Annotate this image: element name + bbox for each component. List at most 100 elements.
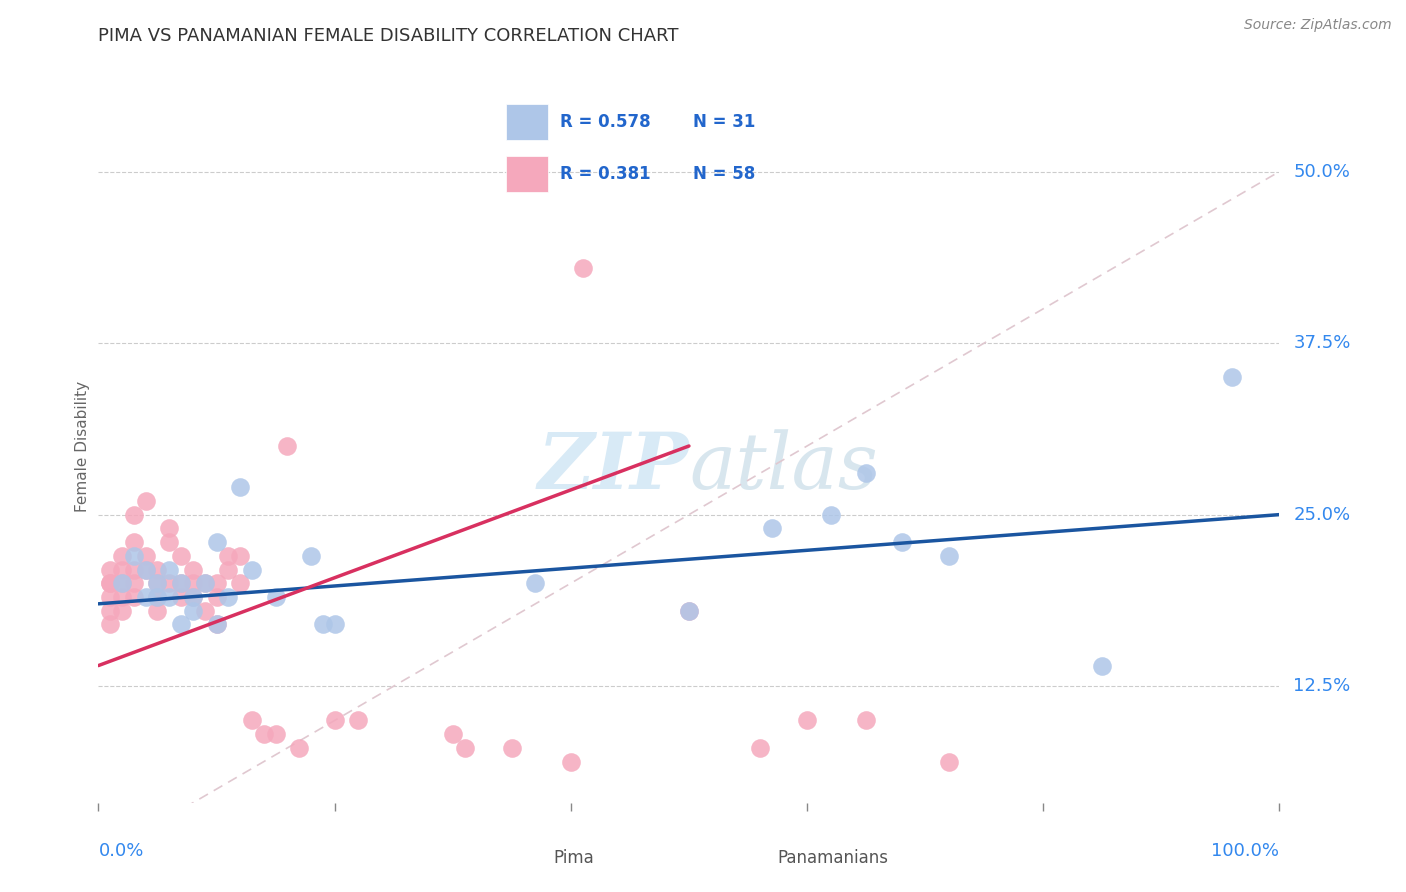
Point <box>122 576 145 591</box>
Point <box>217 549 239 563</box>
Point <box>157 521 180 535</box>
Point <box>98 562 121 576</box>
Point <box>170 617 193 632</box>
Point <box>323 617 346 632</box>
Point <box>347 714 370 728</box>
Point <box>111 576 134 591</box>
Text: Pima: Pima <box>553 849 593 867</box>
Point <box>453 740 475 755</box>
Point <box>135 562 157 576</box>
Point <box>938 755 960 769</box>
Point <box>122 535 145 549</box>
Point <box>98 576 121 591</box>
Point <box>205 535 228 549</box>
Point <box>264 590 287 604</box>
Point <box>229 480 252 494</box>
Point <box>181 590 204 604</box>
Point <box>796 714 818 728</box>
Point <box>181 590 204 604</box>
Point <box>146 604 169 618</box>
Point <box>170 576 193 591</box>
Point <box>146 562 169 576</box>
Point <box>312 617 335 632</box>
Point <box>276 439 298 453</box>
Point <box>146 590 169 604</box>
Point <box>122 562 145 576</box>
Point <box>761 521 783 535</box>
Text: 50.0%: 50.0% <box>1294 162 1350 180</box>
Point <box>146 590 169 604</box>
Point <box>890 535 912 549</box>
Point <box>205 590 228 604</box>
Point <box>135 549 157 563</box>
Point <box>170 590 193 604</box>
Point <box>157 590 180 604</box>
Point <box>441 727 464 741</box>
Point <box>111 549 134 563</box>
Text: atlas: atlas <box>689 429 877 506</box>
Point <box>820 508 842 522</box>
Point <box>571 260 593 275</box>
Text: 25.0%: 25.0% <box>1294 506 1351 524</box>
Point <box>205 576 228 591</box>
Point <box>240 562 263 576</box>
Point <box>217 562 239 576</box>
Point <box>122 508 145 522</box>
Point <box>855 714 877 728</box>
Point <box>205 617 228 632</box>
Point <box>111 576 134 591</box>
Point <box>264 727 287 741</box>
Point <box>98 576 121 591</box>
Text: 37.5%: 37.5% <box>1294 334 1351 352</box>
Point <box>181 562 204 576</box>
Point <box>938 549 960 563</box>
Point <box>194 576 217 591</box>
Text: 0.0%: 0.0% <box>98 842 143 860</box>
Point <box>135 494 157 508</box>
Point <box>181 604 204 618</box>
Point <box>1091 658 1114 673</box>
Point <box>299 549 322 563</box>
Point <box>135 590 157 604</box>
Point <box>157 535 180 549</box>
Point <box>111 562 134 576</box>
Text: 12.5%: 12.5% <box>1294 677 1351 695</box>
Point <box>253 727 276 741</box>
Point <box>170 549 193 563</box>
Point <box>157 576 180 591</box>
Text: PIMA VS PANAMANIAN FEMALE DISABILITY CORRELATION CHART: PIMA VS PANAMANIAN FEMALE DISABILITY COR… <box>98 27 679 45</box>
Point <box>323 714 346 728</box>
Point <box>748 740 770 755</box>
Point <box>194 604 217 618</box>
Point <box>288 740 311 755</box>
Point <box>122 549 145 563</box>
Point <box>146 576 169 591</box>
Y-axis label: Female Disability: Female Disability <box>75 380 90 512</box>
Point <box>111 590 134 604</box>
Point <box>122 590 145 604</box>
Point <box>205 617 228 632</box>
Point <box>111 604 134 618</box>
Point <box>98 590 121 604</box>
Point <box>229 549 252 563</box>
Point <box>524 576 547 591</box>
Text: ZIP: ZIP <box>537 429 689 506</box>
Point <box>678 604 700 618</box>
Point <box>135 562 157 576</box>
Point <box>194 576 217 591</box>
Point <box>855 467 877 481</box>
Point <box>678 604 700 618</box>
Point <box>98 604 121 618</box>
Text: Panamanians: Panamanians <box>778 849 889 867</box>
Point <box>170 576 193 591</box>
Point <box>217 590 239 604</box>
Point <box>501 740 523 755</box>
Point <box>181 576 204 591</box>
Point <box>560 755 582 769</box>
Point <box>240 714 263 728</box>
Text: Source: ZipAtlas.com: Source: ZipAtlas.com <box>1244 18 1392 32</box>
Point <box>1220 370 1243 384</box>
Point <box>157 562 180 576</box>
Point <box>229 576 252 591</box>
Point <box>98 617 121 632</box>
